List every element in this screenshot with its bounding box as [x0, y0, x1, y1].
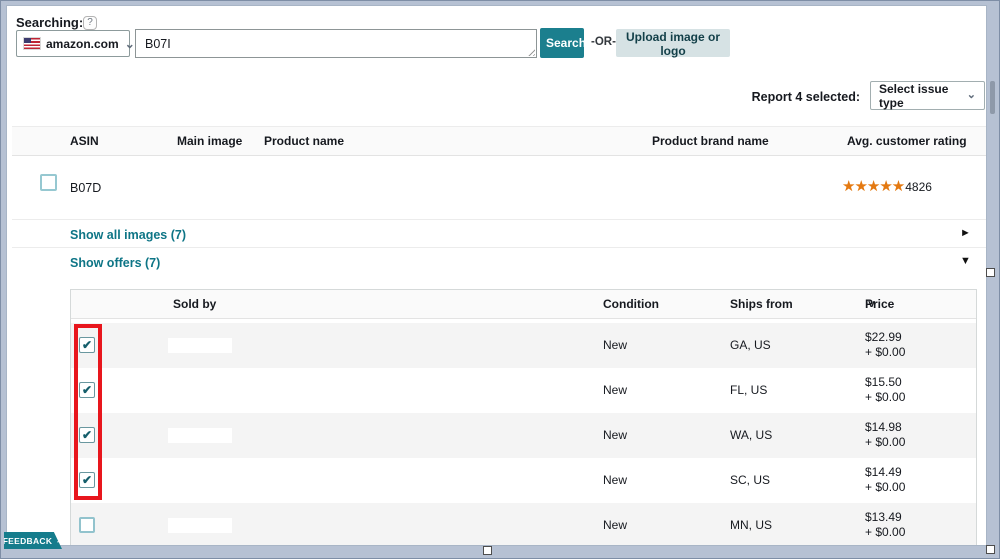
- feedback-button[interactable]: FEEDBACK ✕: [4, 532, 62, 549]
- shipping-value: + $0.00: [865, 345, 906, 359]
- marketplace-label: amazon.com: [46, 36, 119, 51]
- product-row: B07D ★★★★★ ★★★★★ 4826: [12, 157, 986, 219]
- check-icon: ✔: [81, 473, 93, 487]
- price-value: $15.50: [865, 375, 902, 389]
- offer-price: $13.49 + $0.00: [865, 510, 905, 540]
- offer-row: ✔ New WA, US $14.98 + $0.00: [71, 413, 976, 458]
- results-table-header: ASIN Main image Product name Product bra…: [12, 126, 986, 156]
- column-header-ships-from: Ships from: [730, 297, 793, 311]
- offer-row: ✔ New MN, US $13.49+ $0.00: [71, 503, 976, 545]
- scrollbar-thumb[interactable]: [990, 81, 995, 114]
- us-flag-icon: [24, 38, 40, 49]
- check-icon: ✔: [81, 428, 93, 442]
- chevron-down-icon: ⌄: [124, 36, 135, 51]
- column-header-brand: Product brand name: [652, 134, 769, 148]
- redacted-seller-name: [168, 473, 232, 488]
- selection-handle[interactable]: [483, 546, 492, 555]
- offer-condition: New: [603, 518, 628, 532]
- star-rating-fill: ★★★★★: [842, 178, 905, 195]
- table-spacer: [71, 319, 976, 323]
- offer-condition: New: [603, 473, 628, 487]
- product-rating: ★★★★★ ★★★★★ 4826: [842, 178, 932, 195]
- shipping-value: + $0.00: [865, 480, 906, 494]
- shipping-value: + $0.00: [865, 435, 906, 449]
- collapse-down-icon[interactable]: ▼: [960, 255, 971, 267]
- rating-count: 4826: [905, 179, 932, 194]
- offer-checkbox[interactable]: ✔: [79, 427, 95, 443]
- column-header-product-name: Product name: [264, 134, 345, 148]
- offers-table-header: Sold by Condition Ships from Price ˅: [71, 290, 976, 319]
- issue-type-select[interactable]: Select issue type ⌄: [870, 81, 985, 110]
- searching-label: Searching:: [16, 15, 84, 30]
- redacted-seller-name: [168, 518, 232, 533]
- price-value: $14.49: [865, 465, 902, 479]
- shipping-value: + $0.00: [865, 390, 906, 404]
- check-icon: ✔: [81, 338, 93, 352]
- or-text: -OR-: [591, 36, 616, 48]
- offer-ships-from: GA, US: [730, 338, 771, 352]
- offer-price: $14.98 + $0.00: [865, 420, 905, 450]
- report-selected-label: Report 4 selected:: [751, 90, 860, 104]
- column-header-asin: ASIN: [70, 134, 99, 148]
- issue-select-value: Select issue type: [879, 81, 949, 110]
- offer-checkbox[interactable]: ✔: [79, 472, 95, 488]
- shipping-value: + $0.00: [865, 525, 906, 539]
- feedback-label: FEEDBACK: [2, 535, 53, 546]
- offer-condition: New: [603, 428, 628, 442]
- resize-grip-icon[interactable]: [526, 47, 535, 56]
- offer-price: $22.99 + $0.00: [865, 330, 905, 360]
- show-images-row: Show all images (7) ►: [12, 219, 986, 247]
- offer-row: ✔ New FL, US $15.50 + $0.00: [71, 368, 976, 413]
- product-asin: B07D: [70, 181, 102, 195]
- offer-ships-from: SC, US: [730, 473, 771, 487]
- chevron-down-icon: ⌄: [966, 89, 976, 101]
- offers-table: Sold by Condition Ships from Price ˅ ✔ Ne…: [70, 289, 977, 545]
- offer-checkbox[interactable]: ✔: [79, 382, 95, 398]
- price-value: $22.99: [865, 330, 902, 344]
- column-header-condition[interactable]: Condition: [603, 297, 659, 311]
- offer-ships-from: WA, US: [730, 428, 773, 442]
- column-header-rating: Avg. customer rating: [847, 134, 967, 148]
- search-input[interactable]: [136, 30, 536, 57]
- offer-condition: New: [603, 338, 628, 352]
- column-header-main-image: Main image: [177, 134, 243, 148]
- selection-handle[interactable]: [986, 268, 995, 277]
- show-offers-row: Show offers (7) ▼: [12, 247, 986, 288]
- redacted-seller-name: [168, 383, 232, 398]
- search-input-wrap: [135, 29, 537, 58]
- redacted-seller-name: [168, 338, 232, 353]
- search-button[interactable]: Search: [540, 28, 586, 58]
- sort-down-icon: ˅: [868, 297, 876, 311]
- upload-image-button[interactable]: Upload image or logo: [616, 29, 730, 58]
- offer-checkbox[interactable]: ✔: [79, 337, 95, 353]
- offer-condition: New: [603, 383, 628, 397]
- price-value: $14.98: [865, 420, 902, 434]
- price-header-label: Price: [865, 297, 895, 311]
- product-checkbox[interactable]: [40, 174, 57, 191]
- expand-right-icon[interactable]: ►: [960, 227, 971, 239]
- selection-handle[interactable]: [986, 545, 995, 554]
- offer-checkbox[interactable]: ✔: [79, 517, 95, 533]
- help-icon[interactable]: ?: [83, 16, 97, 30]
- page-content: Searching: ? amazon.com ⌄ Search -OR- Up…: [6, 5, 987, 546]
- offer-row: ✔ New GA, US $22.99 + $0.00: [71, 323, 976, 368]
- column-header-sold-by: Sold by: [173, 297, 217, 311]
- offer-price: $15.50 + $0.00: [865, 375, 905, 405]
- star-rating-icon: ★★★★★: [842, 178, 905, 195]
- marketplace-select[interactable]: amazon.com ⌄: [16, 30, 135, 57]
- show-offers-link[interactable]: Show offers (7): [70, 256, 161, 270]
- check-icon: ✔: [81, 383, 93, 397]
- offer-price: $14.49 + $0.00: [865, 465, 905, 495]
- offer-ships-from: FL, US: [730, 383, 768, 397]
- offer-ships-from: MN, US: [730, 518, 772, 532]
- offer-row: ✔ New SC, US $14.49 + $0.00: [71, 458, 976, 503]
- show-all-images-link[interactable]: Show all images (7): [70, 228, 187, 242]
- redacted-seller-name: [168, 428, 232, 443]
- price-value: $13.49: [865, 510, 902, 524]
